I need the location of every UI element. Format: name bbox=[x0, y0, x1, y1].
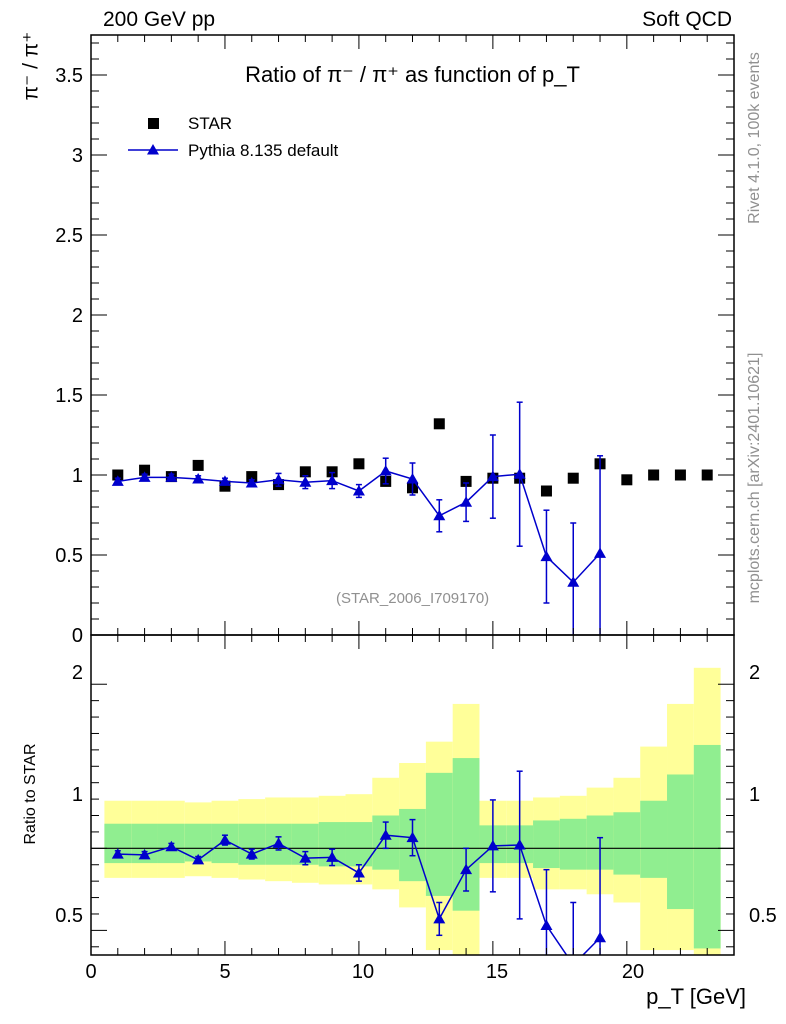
y-tick-label-top: 0.5 bbox=[55, 545, 83, 567]
y-tick-label-top: 1 bbox=[71, 465, 83, 487]
header-process: Soft QCD bbox=[642, 8, 732, 31]
chart-title: Ratio of π⁻ / π⁺ as function of p_T bbox=[91, 62, 734, 88]
x-tick-label: 15 bbox=[485, 961, 509, 983]
ratio-pythia-point bbox=[460, 863, 473, 875]
uncertainty-band-inner bbox=[667, 774, 694, 910]
star-data-point bbox=[701, 469, 713, 481]
x-tick-label: 0 bbox=[85, 961, 97, 983]
uncertainty-band-inner bbox=[613, 812, 641, 875]
star-data-point bbox=[567, 472, 579, 484]
pythia-point bbox=[218, 475, 231, 486]
y-axis-label-ratio: Ratio to STAR bbox=[22, 743, 39, 845]
legend-marker-pythia bbox=[147, 144, 159, 155]
legend-label-star: STAR bbox=[188, 114, 233, 133]
uncertainty-band-inner bbox=[345, 822, 373, 867]
pythia-point bbox=[272, 473, 285, 485]
ratio-pythia-point bbox=[486, 839, 499, 851]
y-tick-label-top: 2 bbox=[71, 305, 83, 327]
pythia-point bbox=[299, 476, 312, 487]
ratio-pythia-point bbox=[165, 840, 178, 852]
legend-label-pythia: Pythia 8.135 default bbox=[188, 141, 339, 160]
star-data-point bbox=[219, 480, 231, 492]
ratio-pythia-point bbox=[594, 931, 607, 943]
ratio-pythia-point bbox=[433, 912, 446, 924]
ratio-pythia-point bbox=[513, 839, 526, 850]
uncertainty-band-inner bbox=[693, 744, 721, 949]
pythia-point bbox=[540, 550, 553, 562]
star-data-point bbox=[112, 469, 124, 481]
y-tick-label-top: 2.5 bbox=[55, 225, 83, 247]
analysis-id-watermark: (STAR_2006_I709170) bbox=[336, 590, 490, 607]
pythia-point bbox=[192, 473, 205, 484]
pythia-point bbox=[352, 485, 365, 496]
ratio-pythia-point bbox=[192, 853, 205, 865]
pythia-point bbox=[460, 496, 473, 507]
star-data-point bbox=[460, 475, 472, 487]
y-tick-label-ratio-right: 2 bbox=[749, 662, 761, 684]
star-data-point bbox=[674, 469, 686, 481]
y-tick-label-ratio: 2 bbox=[71, 662, 83, 684]
header-energy: 200 GeV pp bbox=[103, 8, 216, 31]
star-data-point bbox=[621, 474, 633, 486]
star-data-point bbox=[192, 459, 204, 471]
ratio-pythia-point bbox=[111, 848, 124, 859]
y-tick-label-ratio-right: 0.5 bbox=[749, 905, 777, 927]
pythia-point bbox=[138, 471, 151, 482]
legend-marker-star bbox=[148, 118, 159, 129]
ratio-pythia-point bbox=[406, 831, 419, 843]
pythia-point bbox=[111, 475, 124, 486]
ratio-pythia-point bbox=[138, 848, 151, 860]
pythia-point bbox=[486, 470, 499, 482]
ratio-pythia-point bbox=[218, 834, 231, 845]
pythia-point bbox=[379, 465, 392, 476]
pythia-point bbox=[326, 474, 339, 486]
y-tick-label-top: 0 bbox=[71, 625, 83, 647]
y-tick-label-ratio: 1 bbox=[71, 784, 83, 806]
y-tick-label-ratio-right: 1 bbox=[749, 784, 761, 806]
uncertainty-band-inner bbox=[533, 820, 560, 869]
pythia-point bbox=[406, 473, 419, 484]
ratio-pythia-point bbox=[379, 829, 392, 840]
star-data-point bbox=[299, 466, 311, 478]
pythia-point bbox=[433, 509, 446, 521]
uncertainty-band-inner bbox=[640, 800, 668, 878]
ratio-pythia-point bbox=[245, 848, 258, 859]
star-data-point bbox=[326, 466, 338, 478]
y-tick-label-ratio: 0.5 bbox=[55, 905, 83, 927]
chart-title-text: Ratio of π⁻ / π⁺ as function of p_T bbox=[245, 62, 580, 87]
uncertainty-band-inner bbox=[425, 772, 453, 896]
pythia-point bbox=[594, 547, 607, 558]
pythia-point bbox=[165, 471, 178, 482]
rivet-version-text: Rivet 4.1.0, 100k events bbox=[746, 52, 763, 224]
star-data-point bbox=[139, 464, 151, 476]
y-tick-label-top: 1.5 bbox=[55, 385, 83, 407]
star-data-point bbox=[540, 485, 552, 497]
x-tick-label: 10 bbox=[351, 961, 375, 983]
ratio-pythia-point bbox=[326, 851, 339, 862]
y-tick-label-top: 3 bbox=[71, 145, 83, 167]
ratio-pythia-point bbox=[352, 866, 365, 878]
mcplots-reference-text: mcplots.cern.ch [arXiv:2401.10621] bbox=[746, 352, 763, 604]
star-data-point bbox=[648, 469, 660, 481]
x-axis-label: p_T [GeV] bbox=[646, 984, 746, 1009]
star-data-point bbox=[433, 418, 445, 430]
ratio-pythia-point bbox=[299, 852, 312, 863]
ratio-pythia-point bbox=[567, 959, 579, 970]
uncertainty-band-inner bbox=[559, 818, 587, 870]
pythia-point bbox=[245, 477, 258, 488]
y-tick-label-top: 3.5 bbox=[55, 65, 83, 87]
x-tick-label: 20 bbox=[621, 961, 645, 983]
pythia-point bbox=[513, 468, 526, 479]
pythia-point bbox=[567, 576, 580, 587]
star-data-point bbox=[246, 471, 258, 483]
star-data-point bbox=[353, 458, 365, 470]
y-axis-label-top: π⁻ / π⁺ bbox=[19, 31, 43, 101]
ratio-pythia-point bbox=[540, 919, 553, 930]
ratio-pythia-point bbox=[272, 837, 285, 848]
x-tick-label: 5 bbox=[219, 961, 231, 983]
